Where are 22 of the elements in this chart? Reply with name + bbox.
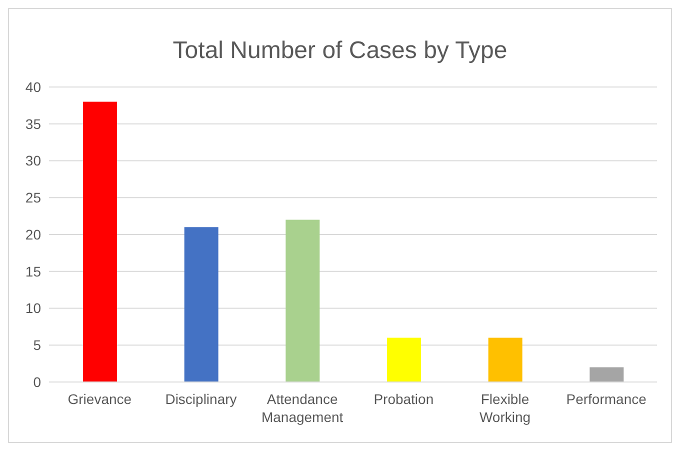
- y-tick-label: 20: [25, 226, 42, 242]
- y-tick-label: 35: [25, 116, 42, 132]
- y-tick-label: 25: [25, 190, 42, 206]
- bar: [387, 338, 421, 382]
- x-tick-label: Flexible Working: [479, 391, 531, 425]
- y-tick-label: 0: [33, 374, 42, 390]
- x-tick-label: Attendance Management: [261, 391, 344, 425]
- y-tick-label: 10: [25, 300, 42, 316]
- x-tick-label: Disciplinary: [165, 391, 237, 407]
- bar: [286, 220, 320, 382]
- y-tick-label: 40: [25, 78, 42, 95]
- y-tick-label: 15: [25, 263, 42, 280]
- x-tick-label: Grievance: [68, 391, 132, 407]
- bar: [488, 338, 522, 382]
- chart-title: Total Number of Cases by Type: [172, 36, 508, 66]
- x-tick-label: Probation: [374, 391, 434, 407]
- y-tick-label: 5: [33, 337, 42, 354]
- bar: [83, 102, 117, 382]
- x-tick-label: Performance: [566, 391, 647, 407]
- bar: [184, 227, 218, 382]
- y-tick-label: 30: [25, 152, 42, 169]
- bar: [590, 367, 624, 382]
